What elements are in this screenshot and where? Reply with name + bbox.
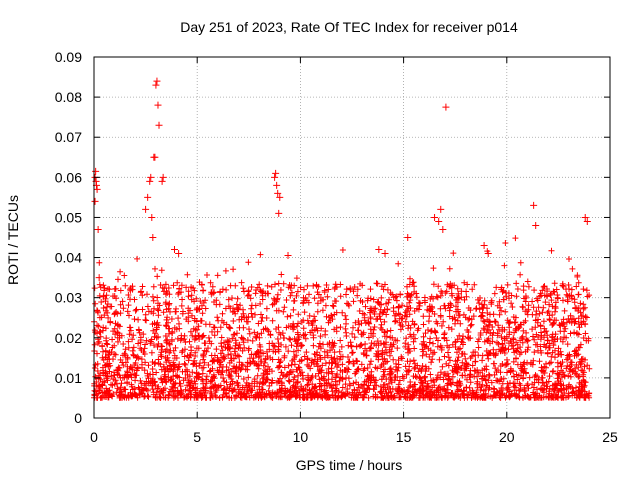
data-point <box>530 201 538 209</box>
data-point <box>95 274 103 282</box>
y-tick-label: 0 <box>74 410 82 426</box>
data-point <box>375 246 383 254</box>
y-tick-label: 0.04 <box>55 250 82 266</box>
data-point <box>94 225 102 233</box>
data-point <box>91 197 99 205</box>
x-tick-label: 5 <box>193 429 201 445</box>
data-point <box>144 193 152 201</box>
data-point <box>276 193 284 201</box>
data-point <box>147 173 155 181</box>
y-tick-label: 0.07 <box>55 129 82 145</box>
x-tick-label: 25 <box>602 429 618 445</box>
data-point-cloud <box>91 235 593 401</box>
data-point <box>484 250 492 258</box>
x-tick-label: 0 <box>90 429 98 445</box>
data-point <box>284 252 292 260</box>
data-point <box>175 250 183 258</box>
data-point <box>142 205 150 213</box>
data-point <box>151 153 159 161</box>
data-point <box>437 205 445 213</box>
data-point <box>155 121 163 129</box>
data-point <box>532 221 540 229</box>
data-point <box>581 213 589 221</box>
data-point <box>583 217 591 225</box>
data-points <box>91 77 593 401</box>
y-tick-label: 0.02 <box>55 330 82 346</box>
x-axis-label: GPS time / hours <box>296 457 403 473</box>
data-point <box>404 234 412 241</box>
x-tick-label: 15 <box>396 429 412 445</box>
x-tick-label: 10 <box>293 429 309 445</box>
data-point <box>170 246 178 254</box>
data-point <box>93 185 101 193</box>
data-point <box>159 173 167 181</box>
y-tick-label: 0.08 <box>55 89 82 105</box>
y-tick-label: 0.03 <box>55 290 82 306</box>
data-point <box>273 181 281 189</box>
y-tick-label: 0.01 <box>55 370 82 386</box>
data-point <box>381 250 389 258</box>
y-axis-label: ROTI / TECUs <box>5 195 21 285</box>
axis-ticks: 0 5 10 15 20 25 0 0.01 0.02 0.03 0.04 0.05 0.06 0.07 0… <box>55 49 618 445</box>
chart-title: Day 251 of 2023, Rate Of TEC Index for r… <box>180 19 518 35</box>
data-point <box>274 189 282 197</box>
data-point <box>149 234 157 241</box>
data-point <box>152 81 160 89</box>
data-point <box>442 103 450 111</box>
data-point <box>431 213 439 221</box>
data-point <box>154 101 162 109</box>
data-point <box>92 167 100 175</box>
data-point <box>271 173 279 181</box>
x-tick-label: 20 <box>499 429 515 445</box>
data-point <box>272 169 280 177</box>
data-point <box>146 177 154 185</box>
y-tick-label: 0.06 <box>55 169 82 185</box>
y-tick-label: 0.05 <box>55 209 82 225</box>
y-tick-label: 0.09 <box>55 49 82 65</box>
data-point <box>148 213 156 221</box>
data-point <box>435 217 443 225</box>
data-point <box>480 242 488 250</box>
data-point <box>153 77 161 85</box>
data-point <box>275 209 283 217</box>
data-point <box>158 177 166 185</box>
plot-frame <box>93 56 611 419</box>
data-point <box>439 225 447 233</box>
